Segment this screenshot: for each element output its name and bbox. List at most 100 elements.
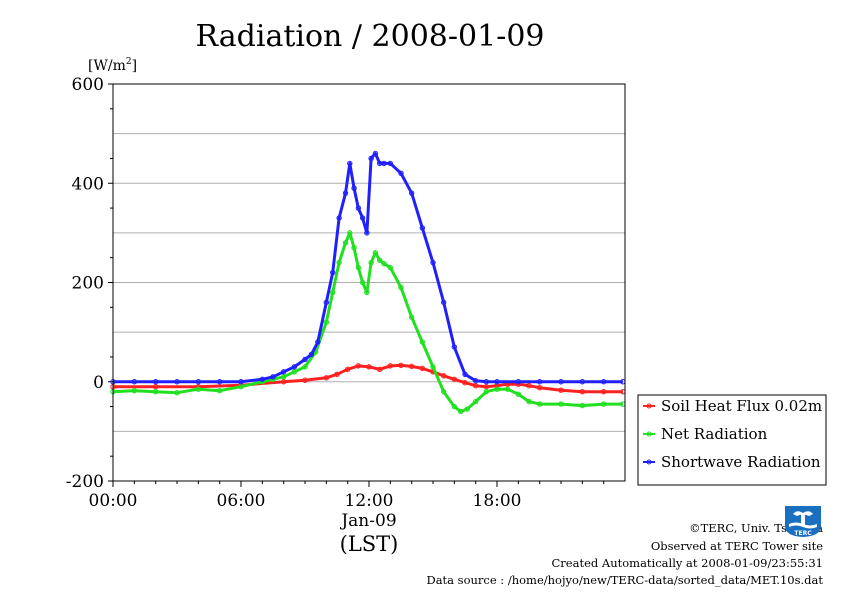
legend-marker-short [646,459,652,465]
chart-title: Radiation / 2008-01-09 [195,19,544,54]
data-point-short [440,299,447,306]
data-point-short [336,215,342,221]
data-point-net [364,289,370,296]
data-point-net [216,387,223,394]
data-point-short [259,376,266,382]
data-point-soil [366,364,372,370]
data-point-net [368,259,374,266]
data-point-net [152,388,159,395]
data-point-soil [355,363,362,369]
data-point-short [330,269,336,276]
data-point-net [579,402,586,409]
data-point-soil [408,363,415,370]
data-point-soil [451,376,458,382]
data-point-short [308,351,315,358]
data-point-net [330,289,336,296]
data-point-net [536,401,543,407]
data-point-net [280,374,287,380]
y-axis-ticks: -200 0 200 400 600 [66,75,113,492]
legend-marker-soil [646,403,652,409]
data-point-short [600,379,607,385]
legend-box [637,394,827,486]
data-point-short [387,160,394,167]
data-point-short [381,160,387,167]
terc-logo-icon: TERC [785,506,821,537]
y-axis-unit: [W/m2] [88,57,137,74]
data-point-short [558,379,564,385]
data-point-net [195,386,202,392]
data-point-short [355,205,362,211]
legend-label-short: Shortwave Radiation [661,453,821,471]
data-point-short [462,371,468,378]
x-date-label: Jan-09 [339,511,396,531]
data-point-soil [323,375,330,381]
data-point-short [515,379,522,385]
x-tick-label: 06:00 [217,491,266,511]
data-point-short [451,344,458,350]
data-point-short [372,150,379,157]
data-point-net [464,406,470,412]
data-point-short [579,379,586,385]
data-point-soil [152,384,159,390]
data-point-short [216,379,223,385]
data-point-net [526,398,532,405]
data-point-soil [334,371,340,378]
data-point-net [342,240,349,246]
data-point-soil [376,366,383,373]
data-point-short [195,379,202,385]
x-tick-label: 12:00 [345,491,394,511]
data-point-net [291,369,298,375]
data-point-net [355,264,362,271]
legend-label-soil: Soil Heat Flux 0.02m [661,397,822,415]
data-point-short [131,379,138,385]
data-point-soil [462,380,468,386]
y-tick-label: -200 [66,472,104,492]
series-line-short [113,152,623,384]
data-point-net [451,403,458,410]
data-point-net [347,230,353,236]
data-point-short [347,160,353,167]
data-point-soil [600,388,607,395]
y-tick-label: 600 [72,75,104,95]
data-point-short [398,170,404,177]
y-tick-label: 200 [72,274,104,294]
data-point-short [323,299,330,306]
data-point-short [419,225,426,231]
series-line-net [112,231,623,413]
data-point-net [302,364,308,370]
data-point-net [600,401,607,407]
data-point-net [515,391,522,397]
data-point-net [440,388,447,395]
legend: Soil Heat Flux 0.02m Net Radiation Shortwa… [637,394,827,486]
data-point-net [238,384,244,390]
x-axis-ticks: 00:00 06:00 12:00 18:00 [89,481,605,511]
data-point-net [472,398,479,405]
data-point-net [504,386,511,392]
data-point-net [458,408,464,415]
data-point-net [408,314,415,320]
data-point-net [323,319,330,325]
data-point-soil [302,377,308,383]
credit-created: Created Automatically at 2008-01-09/23:5… [552,556,824,570]
y-tick-label: 400 [72,174,104,194]
data-point-soil [536,385,543,391]
x-axis-label: (LST) [340,532,399,556]
data-point-short [291,364,298,370]
data-point-net [381,260,387,267]
data-point-short [302,356,308,363]
plot-frame [112,83,626,482]
data-point-net [359,279,366,286]
data-point-soil [280,379,287,385]
data-point-net [419,339,426,345]
legend-label-net: Net Radiation [661,425,768,443]
legend-marker-net [646,431,652,437]
data-point-net [376,257,383,263]
series-layer [110,150,626,415]
data-point-short [483,379,490,385]
credit-source: Data source : /home/hojyo/new/TERC-data/… [426,573,823,587]
x-tick-label: 18:00 [473,491,522,511]
data-point-soil [387,363,394,369]
credit-observed: Observed at TERC Tower site [651,539,823,553]
data-point-soil [440,373,447,379]
